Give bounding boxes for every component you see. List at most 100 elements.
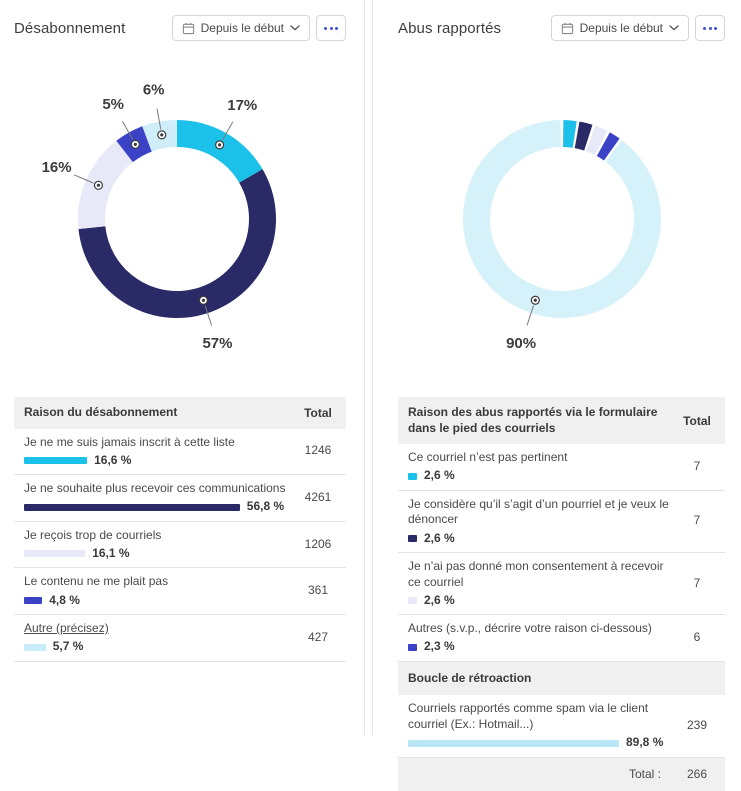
row-percent: 5,7 % bbox=[52, 639, 84, 654]
table-row: Le contenu ne me plait pas 4,8 % 361 bbox=[14, 568, 346, 615]
footer-total-value: 266 bbox=[686, 767, 708, 782]
panel-desabonnement: Désabonnement Depuis le début 17% 57% 16% 5… bbox=[0, 0, 365, 735]
row-bar bbox=[24, 596, 43, 604]
row-bar-line: 4,8 % bbox=[24, 593, 290, 607]
table-header-row: Raison des abus rapportés via le formula… bbox=[398, 397, 725, 445]
donut-percent-label: 90% bbox=[506, 335, 536, 352]
calendar-icon bbox=[561, 22, 574, 35]
ellipsis-icon bbox=[703, 26, 706, 30]
donut-segment[interactable] bbox=[77, 140, 133, 229]
row-total: 427 bbox=[307, 629, 329, 644]
row-total: 6 bbox=[693, 629, 701, 644]
more-options-button[interactable] bbox=[316, 15, 346, 41]
label-dot-center bbox=[217, 143, 222, 147]
table-section-header: Boucle de rétroaction bbox=[398, 661, 725, 696]
row-label: Je considère qu’il s’agit d’un pourriel … bbox=[408, 496, 669, 527]
row-percent: 56,8 % bbox=[246, 499, 285, 514]
page-title: Abus rapportés bbox=[398, 19, 502, 37]
desabonnement-table: Raison du désabonnement Total Je ne me s… bbox=[14, 397, 346, 662]
donut-percent-label: 57% bbox=[202, 335, 232, 352]
table-header-total: Total bbox=[304, 405, 332, 420]
donut-chart-abus: 90% bbox=[398, 44, 725, 397]
table-row: Je reçois trop de courriels 16,1 % 1206 bbox=[14, 522, 346, 569]
donut-percent-label: 5% bbox=[102, 96, 124, 113]
row-total: 1246 bbox=[304, 443, 332, 458]
label-leader-line bbox=[221, 121, 234, 141]
row-bar-line: 2,6 % bbox=[408, 468, 669, 483]
calendar-icon bbox=[182, 22, 195, 35]
table-header-label: Raison des abus rapportés via le formula… bbox=[408, 405, 658, 435]
table-header-total: Total bbox=[683, 413, 711, 428]
table-header-label: Raison du désabonnement bbox=[24, 405, 178, 419]
donut-percent-label: 17% bbox=[227, 97, 257, 114]
label-leader-line bbox=[73, 174, 94, 184]
more-options-button[interactable] bbox=[695, 15, 725, 41]
abus-table: Raison des abus rapportés via le formula… bbox=[398, 397, 725, 791]
row-bar-line: 56,8 % bbox=[24, 499, 290, 514]
row-bar bbox=[408, 472, 417, 480]
panel-header: Abus rapportés Depuis le début bbox=[398, 12, 725, 44]
table-row: Je n’ai pas donné mon consentement à rec… bbox=[398, 553, 725, 616]
table-row: Je ne souhaite plus recevoir ces communi… bbox=[14, 475, 346, 522]
row-bar-line: 89,8 % bbox=[408, 735, 669, 749]
row-bar bbox=[24, 503, 240, 511]
row-percent: 16,1 % bbox=[92, 546, 130, 561]
donut-segment[interactable] bbox=[177, 120, 263, 183]
donut-percent-label: 16% bbox=[42, 159, 72, 176]
table-row: Ce courriel n’est pas pertinent 2,6 % 7 bbox=[398, 444, 725, 491]
label-dot-center bbox=[533, 298, 537, 302]
table-row: Courriels rapportés comme spam via le cl… bbox=[398, 695, 725, 758]
row-total: 4261 bbox=[304, 489, 332, 504]
donut-segment[interactable] bbox=[586, 125, 608, 156]
row-bar bbox=[408, 643, 417, 651]
row-label: Je ne me suis jamais inscrit à cette lis… bbox=[24, 434, 235, 449]
footer-total-label: Total : bbox=[628, 766, 661, 781]
row-bar bbox=[24, 457, 88, 465]
table-footer-row: Total : 266 bbox=[398, 757, 725, 791]
label-leader-line bbox=[204, 305, 213, 326]
label-dot-center bbox=[133, 142, 137, 146]
row-bar bbox=[408, 597, 417, 605]
row-bar-line: 16,6 % bbox=[24, 453, 290, 467]
row-label: Je ne souhaite plus recevoir ces communi… bbox=[24, 481, 286, 496]
donut-percent-label: 6% bbox=[143, 82, 165, 99]
row-total: 239 bbox=[686, 717, 708, 732]
row-label: Autre (précisez) bbox=[24, 621, 290, 637]
panel-controls: Depuis le début bbox=[550, 15, 725, 41]
period-selector[interactable]: Depuis le début bbox=[171, 15, 310, 41]
row-bar-line: 5,7 % bbox=[24, 639, 290, 654]
row-total: 7 bbox=[693, 513, 701, 528]
row-percent: 2,3 % bbox=[424, 639, 455, 654]
panel-header: Désabonnement Depuis le début bbox=[14, 12, 346, 44]
table-row: Je considère qu’il s’agit d’un pourriel … bbox=[398, 491, 725, 553]
row-bar bbox=[408, 739, 619, 747]
donut-segment[interactable] bbox=[78, 169, 276, 318]
donut-segment[interactable] bbox=[574, 121, 593, 151]
donut-segment[interactable] bbox=[563, 120, 577, 148]
row-percent: 2,6 % bbox=[424, 592, 455, 607]
row-label: Autres (s.v.p., décrire votre raison ci-… bbox=[408, 621, 652, 636]
ellipsis-icon bbox=[324, 26, 327, 30]
donut-chart-desabonnement: 17% 57% 16% 5% 6% bbox=[14, 44, 346, 397]
panel-abus-rapportes: Abus rapportés Depuis le début 90% Rais bbox=[372, 0, 741, 791]
panel-controls: Depuis le début bbox=[171, 15, 346, 41]
donut-segment[interactable] bbox=[596, 132, 620, 161]
row-percent: 2,6 % bbox=[424, 468, 455, 483]
chevron-down-icon bbox=[669, 25, 679, 31]
period-label: Depuis le début bbox=[579, 21, 663, 35]
label-dot-center bbox=[96, 183, 101, 187]
chevron-down-icon bbox=[290, 25, 300, 31]
table-row: Je ne me suis jamais inscrit à cette lis… bbox=[14, 429, 346, 476]
period-selector[interactable]: Depuis le début bbox=[550, 15, 689, 41]
row-bar-line: 2,6 % bbox=[408, 592, 669, 607]
label-leader-line bbox=[121, 120, 134, 140]
label-dot-center bbox=[201, 298, 206, 302]
row-label-link[interactable]: Autre (précisez) bbox=[24, 620, 109, 635]
donut-segment[interactable] bbox=[462, 120, 661, 319]
row-bar-line: 2,3 % bbox=[408, 639, 669, 654]
row-label: Je reçois trop de courriels bbox=[24, 527, 162, 542]
row-percent: 2,6 % bbox=[424, 530, 455, 545]
label-dot-center bbox=[160, 133, 164, 137]
row-bar bbox=[408, 534, 417, 542]
